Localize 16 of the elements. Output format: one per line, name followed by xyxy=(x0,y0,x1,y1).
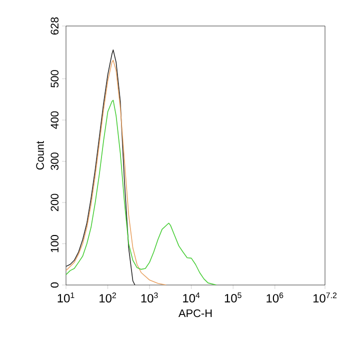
x-tick-label: 10$^{6}$ xyxy=(266,292,284,303)
y-tick-label: 100 xyxy=(50,235,59,252)
y-tick-label: 628 xyxy=(50,17,59,35)
y-tick-label: 0 xyxy=(50,282,59,288)
x-tick-label: 10$^{5}$ xyxy=(224,292,242,302)
x-tick-label: 10$^{7.2}$ xyxy=(313,292,337,303)
y-tick-label: 300 xyxy=(50,152,59,170)
x-tick-label: 10$^{1}$ xyxy=(58,292,74,302)
y-tick-label: 500 xyxy=(50,70,59,88)
x-axis-title: APC-H xyxy=(178,309,212,318)
y-tick-label: 400 xyxy=(50,111,59,129)
x-tick-label: 10$^{4}$ xyxy=(183,292,200,302)
y-tick-label: 200 xyxy=(50,194,59,212)
x-tick-label: 10$^{3}$ xyxy=(141,292,158,303)
x-tick-label: 10$^{2}$ xyxy=(100,292,116,303)
y-axis-title: Count xyxy=(36,140,44,170)
